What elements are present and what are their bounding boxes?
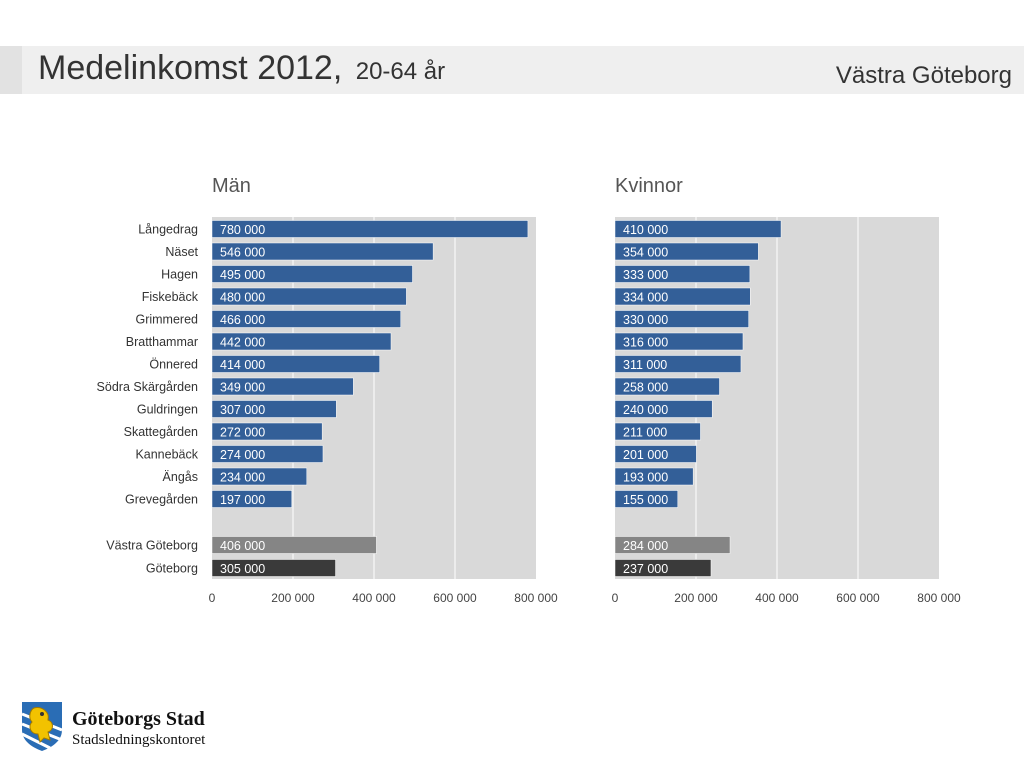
data-label: 234 000 <box>220 471 265 485</box>
x-tick-label: 400 000 <box>755 591 799 605</box>
bar <box>211 377 354 396</box>
data-label: 354 000 <box>623 246 668 260</box>
bar <box>614 536 731 554</box>
data-label: 240 000 <box>623 403 668 417</box>
data-label: 305 000 <box>220 562 265 576</box>
bar <box>614 287 751 306</box>
category-label: Näset <box>165 245 198 259</box>
data-label: 442 000 <box>220 336 265 350</box>
bar <box>614 355 742 373</box>
bar <box>211 265 413 283</box>
x-tick-label: 800 000 <box>917 591 961 605</box>
category-label: Bratthammar <box>126 335 198 349</box>
bar <box>614 559 712 577</box>
bar <box>614 377 720 396</box>
data-label: 316 000 <box>623 336 668 350</box>
coat-of-arms-icon <box>21 702 63 751</box>
category-label: Grimmered <box>135 313 198 327</box>
chart-title: Kvinnor <box>615 175 683 197</box>
category-label: Skattegården <box>124 425 198 439</box>
bar <box>614 332 744 351</box>
data-label: 334 000 <box>623 291 668 305</box>
bar <box>211 445 324 463</box>
bar <box>211 220 529 238</box>
data-label: 201 000 <box>623 448 668 462</box>
bar <box>614 310 749 328</box>
bar <box>211 422 323 441</box>
category-label: Önnered <box>149 358 198 372</box>
x-tick-label: 200 000 <box>271 591 315 605</box>
data-label: 466 000 <box>220 313 265 327</box>
data-label: 414 000 <box>220 358 265 372</box>
bar <box>614 445 697 463</box>
x-tick-label: 600 000 <box>836 591 880 605</box>
category-label: Ängås <box>163 470 198 484</box>
category-label: Fiskebäck <box>142 290 199 304</box>
data-label: 495 000 <box>220 268 265 282</box>
data-label: 406 000 <box>220 539 265 553</box>
x-tick-label: 0 <box>209 591 216 605</box>
bar <box>614 220 782 238</box>
bar <box>614 490 679 508</box>
bar <box>211 332 392 351</box>
bar <box>211 287 407 306</box>
category-label: Hagen <box>161 268 198 282</box>
data-label: 780 000 <box>220 223 265 237</box>
bar <box>211 355 380 373</box>
category-label: Grevegården <box>125 493 198 507</box>
bar <box>211 310 401 328</box>
data-label: 546 000 <box>220 246 265 260</box>
x-tick-label: 200 000 <box>674 591 718 605</box>
data-label: 211 000 <box>623 426 667 440</box>
bar <box>211 400 337 418</box>
category-label: Södra Skärgården <box>97 380 199 394</box>
data-label: 410 000 <box>623 223 668 237</box>
title-band <box>0 46 1024 94</box>
bar <box>614 265 751 283</box>
category-label: Kannebäck <box>135 448 198 462</box>
x-tick-label: 400 000 <box>352 591 396 605</box>
data-label: 311 000 <box>623 358 667 372</box>
data-label: 237 000 <box>623 562 668 576</box>
category-label: Guldringen <box>137 403 198 417</box>
logo-department: Stadsledningskontoret <box>72 732 206 748</box>
page-title: Medelinkomst 2012, 20-64 år <box>38 49 445 88</box>
data-label: 272 000 <box>220 426 265 440</box>
category-label: Långedrag <box>138 223 198 237</box>
data-label: 333 000 <box>623 268 668 282</box>
bar <box>614 467 694 486</box>
title-accent <box>0 46 22 94</box>
data-label: 330 000 <box>623 313 668 327</box>
bar <box>211 242 434 261</box>
bar <box>211 490 293 508</box>
chart-title: Män <box>212 175 251 197</box>
bar <box>614 242 759 261</box>
bar <box>211 536 377 554</box>
data-label: 307 000 <box>220 403 265 417</box>
area-name: Västra Göteborg <box>835 62 1012 89</box>
title-text: Medelinkomst 2012, <box>38 49 343 87</box>
x-tick-label: 600 000 <box>433 591 477 605</box>
data-label: 258 000 <box>623 381 668 395</box>
city-logo: Göteborgs Stad Stadsledningskontoret <box>20 700 260 756</box>
bar <box>211 467 308 486</box>
data-label: 193 000 <box>623 471 668 485</box>
data-label: 480 000 <box>220 291 265 305</box>
bar <box>614 422 701 441</box>
bar <box>614 400 713 418</box>
data-label: 284 000 <box>623 539 668 553</box>
x-tick-label: 800 000 <box>514 591 558 605</box>
x-tick-label: 0 <box>612 591 619 605</box>
data-label: 274 000 <box>220 448 265 462</box>
bar <box>211 559 336 577</box>
logo-name: Göteborgs Stad <box>72 708 205 730</box>
category-label: Göteborg <box>146 562 198 576</box>
category-label: Västra Göteborg <box>106 539 198 553</box>
data-label: 349 000 <box>220 381 265 395</box>
title-subtitle: 20-64 år <box>355 58 446 85</box>
data-label: 197 000 <box>220 493 265 507</box>
data-label: 155 000 <box>623 493 668 507</box>
